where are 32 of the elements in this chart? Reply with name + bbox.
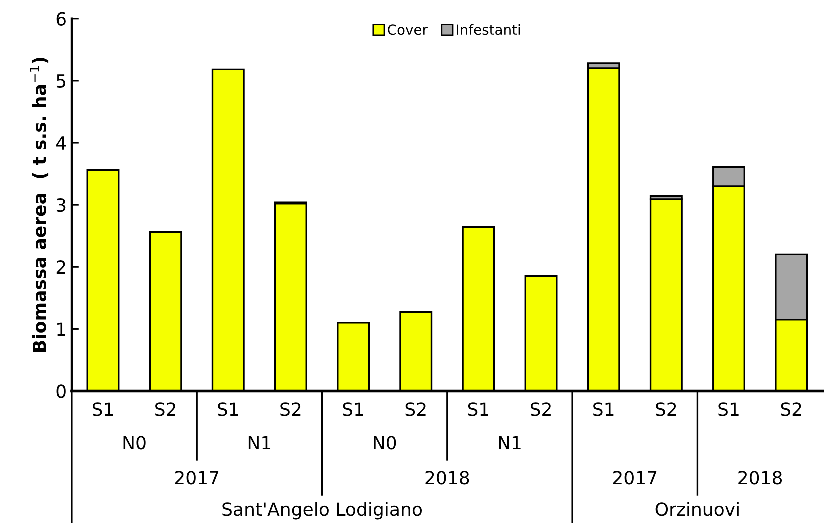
y-tick-label: 3	[56, 198, 66, 212]
x-tick-label: S2	[530, 402, 551, 416]
x-tick-label: S1	[218, 402, 238, 416]
x-tick-label: S1	[594, 402, 614, 416]
legend-label: Infestanti	[457, 24, 520, 36]
y-tick-label: 0	[56, 384, 66, 398]
y-tick-label: 5	[56, 74, 66, 88]
text: N0	[374, 436, 396, 450]
x-tick-label: S1	[718, 402, 739, 416]
y-tick-label: 6	[56, 12, 66, 26]
text: N0	[124, 436, 146, 450]
y-tick-label: 2	[56, 260, 66, 274]
text: 2018	[738, 471, 782, 485]
text: 2017	[175, 471, 219, 485]
x-tick-label: S1	[343, 402, 364, 416]
x-tick-label: S2	[280, 402, 301, 416]
x-tick-label: S2	[781, 402, 802, 416]
text: 2018	[426, 471, 470, 485]
x-tick-label: S1	[468, 402, 488, 416]
y-tick-label: 1	[58, 322, 66, 336]
y-axis-title: Biomassa aerea ( t s.s. ha$^{−1}$)	[30, 58, 49, 352]
text: N1	[248, 436, 271, 450]
text: Sant'Angelo Lodigiano	[222, 502, 422, 520]
x-tick-label: S2	[406, 402, 426, 416]
text: 2017	[613, 471, 657, 485]
text: N1	[499, 436, 521, 450]
x-tick-label: S2	[156, 402, 176, 416]
y-tick-label: 4	[56, 136, 66, 150]
x-tick-label: S2	[656, 402, 676, 416]
x-tick-label: S1	[92, 402, 114, 416]
legend-label: Cover	[388, 24, 428, 36]
text: Orzinuovi	[656, 502, 739, 516]
